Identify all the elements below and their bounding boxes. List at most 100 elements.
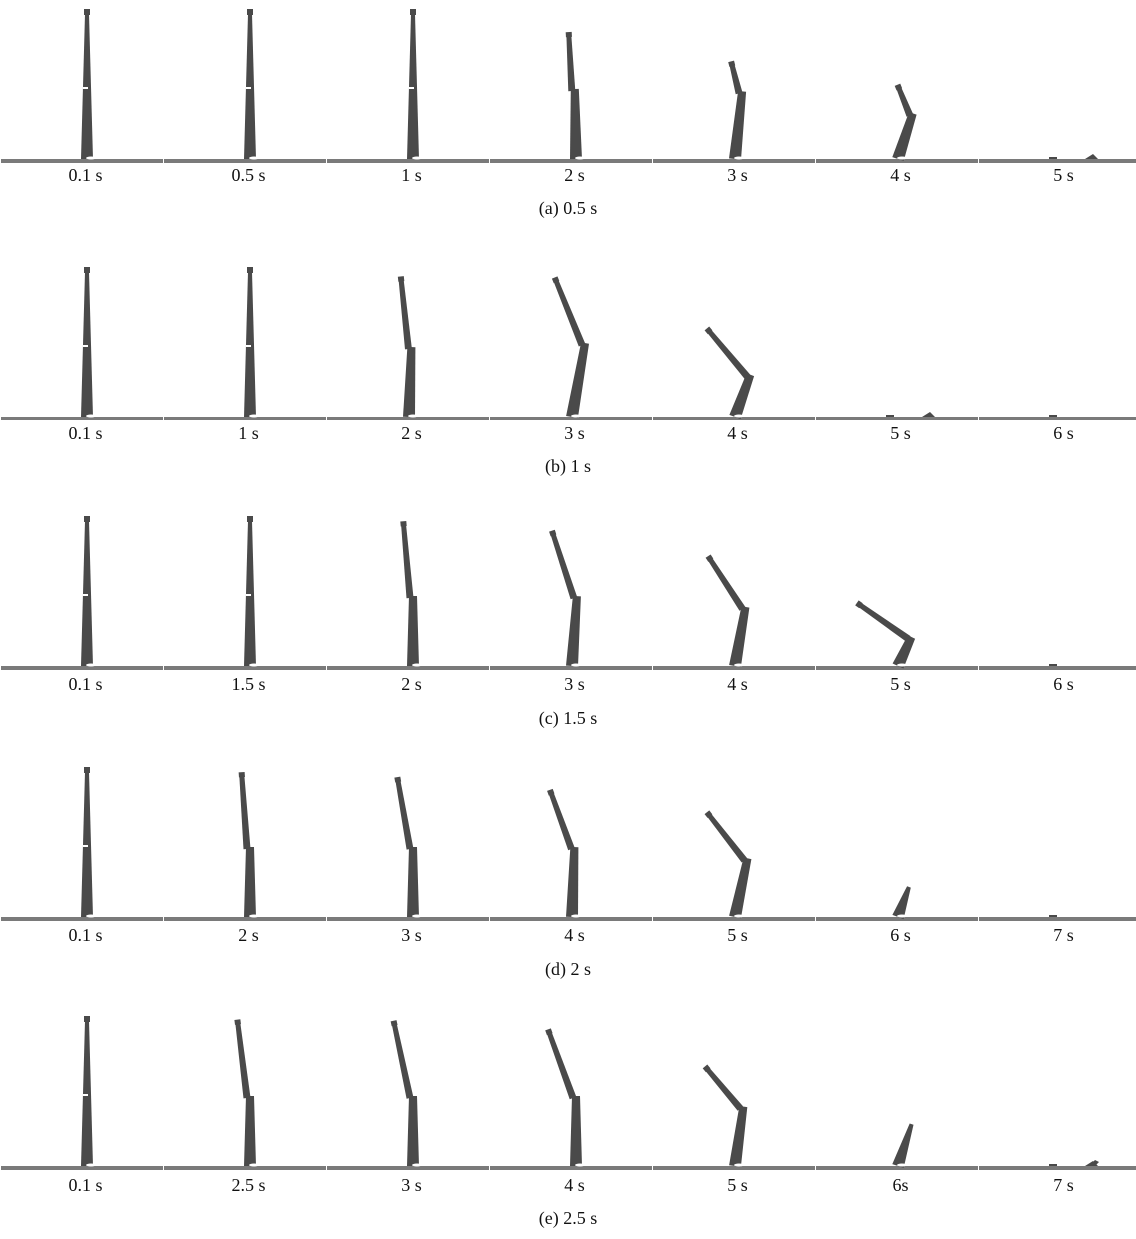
chimney-lower-section (81, 272, 93, 417)
ground-line (490, 917, 652, 921)
chimney-frame-svg (164, 1019, 326, 1170)
base-highlight (86, 156, 96, 160)
base-highlight (897, 156, 907, 160)
chimney-lower-section (407, 14, 419, 159)
base-highlight (86, 663, 96, 667)
chimney-frame-svg (490, 276, 652, 420)
chimney-lower-section (407, 596, 419, 666)
chimney-lower-section (244, 1096, 256, 1166)
time-label: 7 s (1053, 925, 1074, 945)
chimney-lower-section (729, 1106, 748, 1167)
time-label: 0.1 s (68, 674, 103, 694)
ground-line (490, 417, 652, 420)
chimney-frame-svg (1, 9, 163, 163)
simulation-frame (490, 1002, 652, 1172)
chimney-frame-svg (653, 554, 815, 670)
base-highlight (897, 914, 907, 918)
chimney-frame-svg (653, 326, 815, 420)
chimney-cap (400, 521, 407, 527)
chimney-cap (545, 1028, 553, 1036)
ground-line (979, 666, 1136, 670)
chimney-cap (84, 9, 90, 15)
time-label: 3 s (564, 674, 585, 694)
chimney-frame-svg (816, 1123, 978, 1170)
chimney-lower-section (403, 346, 416, 418)
time-label: 2.5 s (231, 1175, 266, 1195)
chimney-cap (247, 9, 253, 15)
chimney-lower-section (566, 846, 579, 918)
time-label: 4 s (727, 674, 748, 694)
chimney-upper-section (705, 1067, 743, 1111)
ground-line (979, 159, 1136, 163)
chimney-frame-svg (979, 154, 1136, 163)
base-highlight (412, 663, 422, 667)
ground-line (653, 917, 815, 921)
ground-line (327, 917, 489, 921)
simulation-frame (653, 500, 815, 670)
debris (1049, 415, 1057, 417)
base-highlight (734, 414, 744, 418)
ground-line (164, 159, 326, 163)
time-label: 0.5 s (231, 165, 266, 185)
time-label: 5 s (1053, 165, 1074, 185)
chimney-frame-svg (816, 412, 978, 420)
chimney-cap (894, 83, 903, 91)
ground-line (816, 159, 978, 163)
time-label: 7 s (1053, 1175, 1074, 1195)
ground-line (327, 666, 489, 670)
chimney-upper-section (548, 791, 575, 851)
time-label: 2 s (401, 674, 422, 694)
base-highlight (249, 1163, 259, 1167)
chimney-lower-section (81, 1021, 93, 1166)
chimney-frame-svg (653, 60, 815, 163)
chimney-upper-section (546, 1031, 577, 1100)
time-label: 6 s (890, 925, 911, 945)
time-label: 3 s (401, 1175, 422, 1195)
chimney-lower-section (81, 14, 93, 159)
chimney-lower-section (244, 847, 256, 917)
chimney-cap (247, 267, 253, 273)
time-label: 6 s (1053, 423, 1074, 443)
cut-notch (83, 1094, 88, 1096)
ground-line (327, 159, 489, 163)
ground-line (816, 917, 978, 921)
ground-line (653, 1166, 815, 1170)
chimney-frame-svg (490, 529, 652, 670)
cut-notch (246, 345, 251, 347)
chimney-frame-svg (979, 415, 1136, 420)
base-highlight (249, 663, 259, 667)
simulation-frame (164, 250, 326, 420)
ground-line (164, 666, 326, 670)
chimney-lower-section (729, 606, 750, 667)
chimney-lower-section (892, 635, 916, 669)
time-label: 5 s (727, 1175, 748, 1195)
chimney-cap (394, 776, 402, 783)
base-highlight (86, 914, 96, 918)
chimney-frame-svg (327, 1020, 489, 1170)
ground-line (490, 666, 652, 670)
simulation-frame (816, 500, 978, 670)
ground-line (816, 1166, 978, 1170)
time-label: 2 s (238, 925, 259, 945)
base-highlight (734, 663, 744, 667)
base-highlight (571, 414, 581, 418)
chimney-upper-section (235, 1022, 251, 1099)
simulation-frame (490, 0, 652, 170)
chimney-upper-section (896, 86, 914, 117)
simulation-frame (653, 1002, 815, 1172)
chimney-frame-svg (1, 267, 163, 420)
cut-notch (83, 345, 88, 347)
time-label: 4 s (564, 1175, 585, 1195)
time-label: 5 s (890, 674, 911, 694)
base-highlight (571, 914, 581, 918)
ground-line (1, 917, 163, 921)
simulation-frame (816, 752, 978, 922)
chimney-cap (704, 810, 713, 819)
chimney-upper-section (395, 779, 414, 850)
chimney-frame-svg (164, 771, 326, 921)
base-highlight (897, 663, 907, 667)
chimney-lower-section (566, 342, 589, 418)
base-highlight (734, 914, 744, 918)
time-label: 4 s (564, 925, 585, 945)
time-label: 6 s (1053, 674, 1074, 694)
